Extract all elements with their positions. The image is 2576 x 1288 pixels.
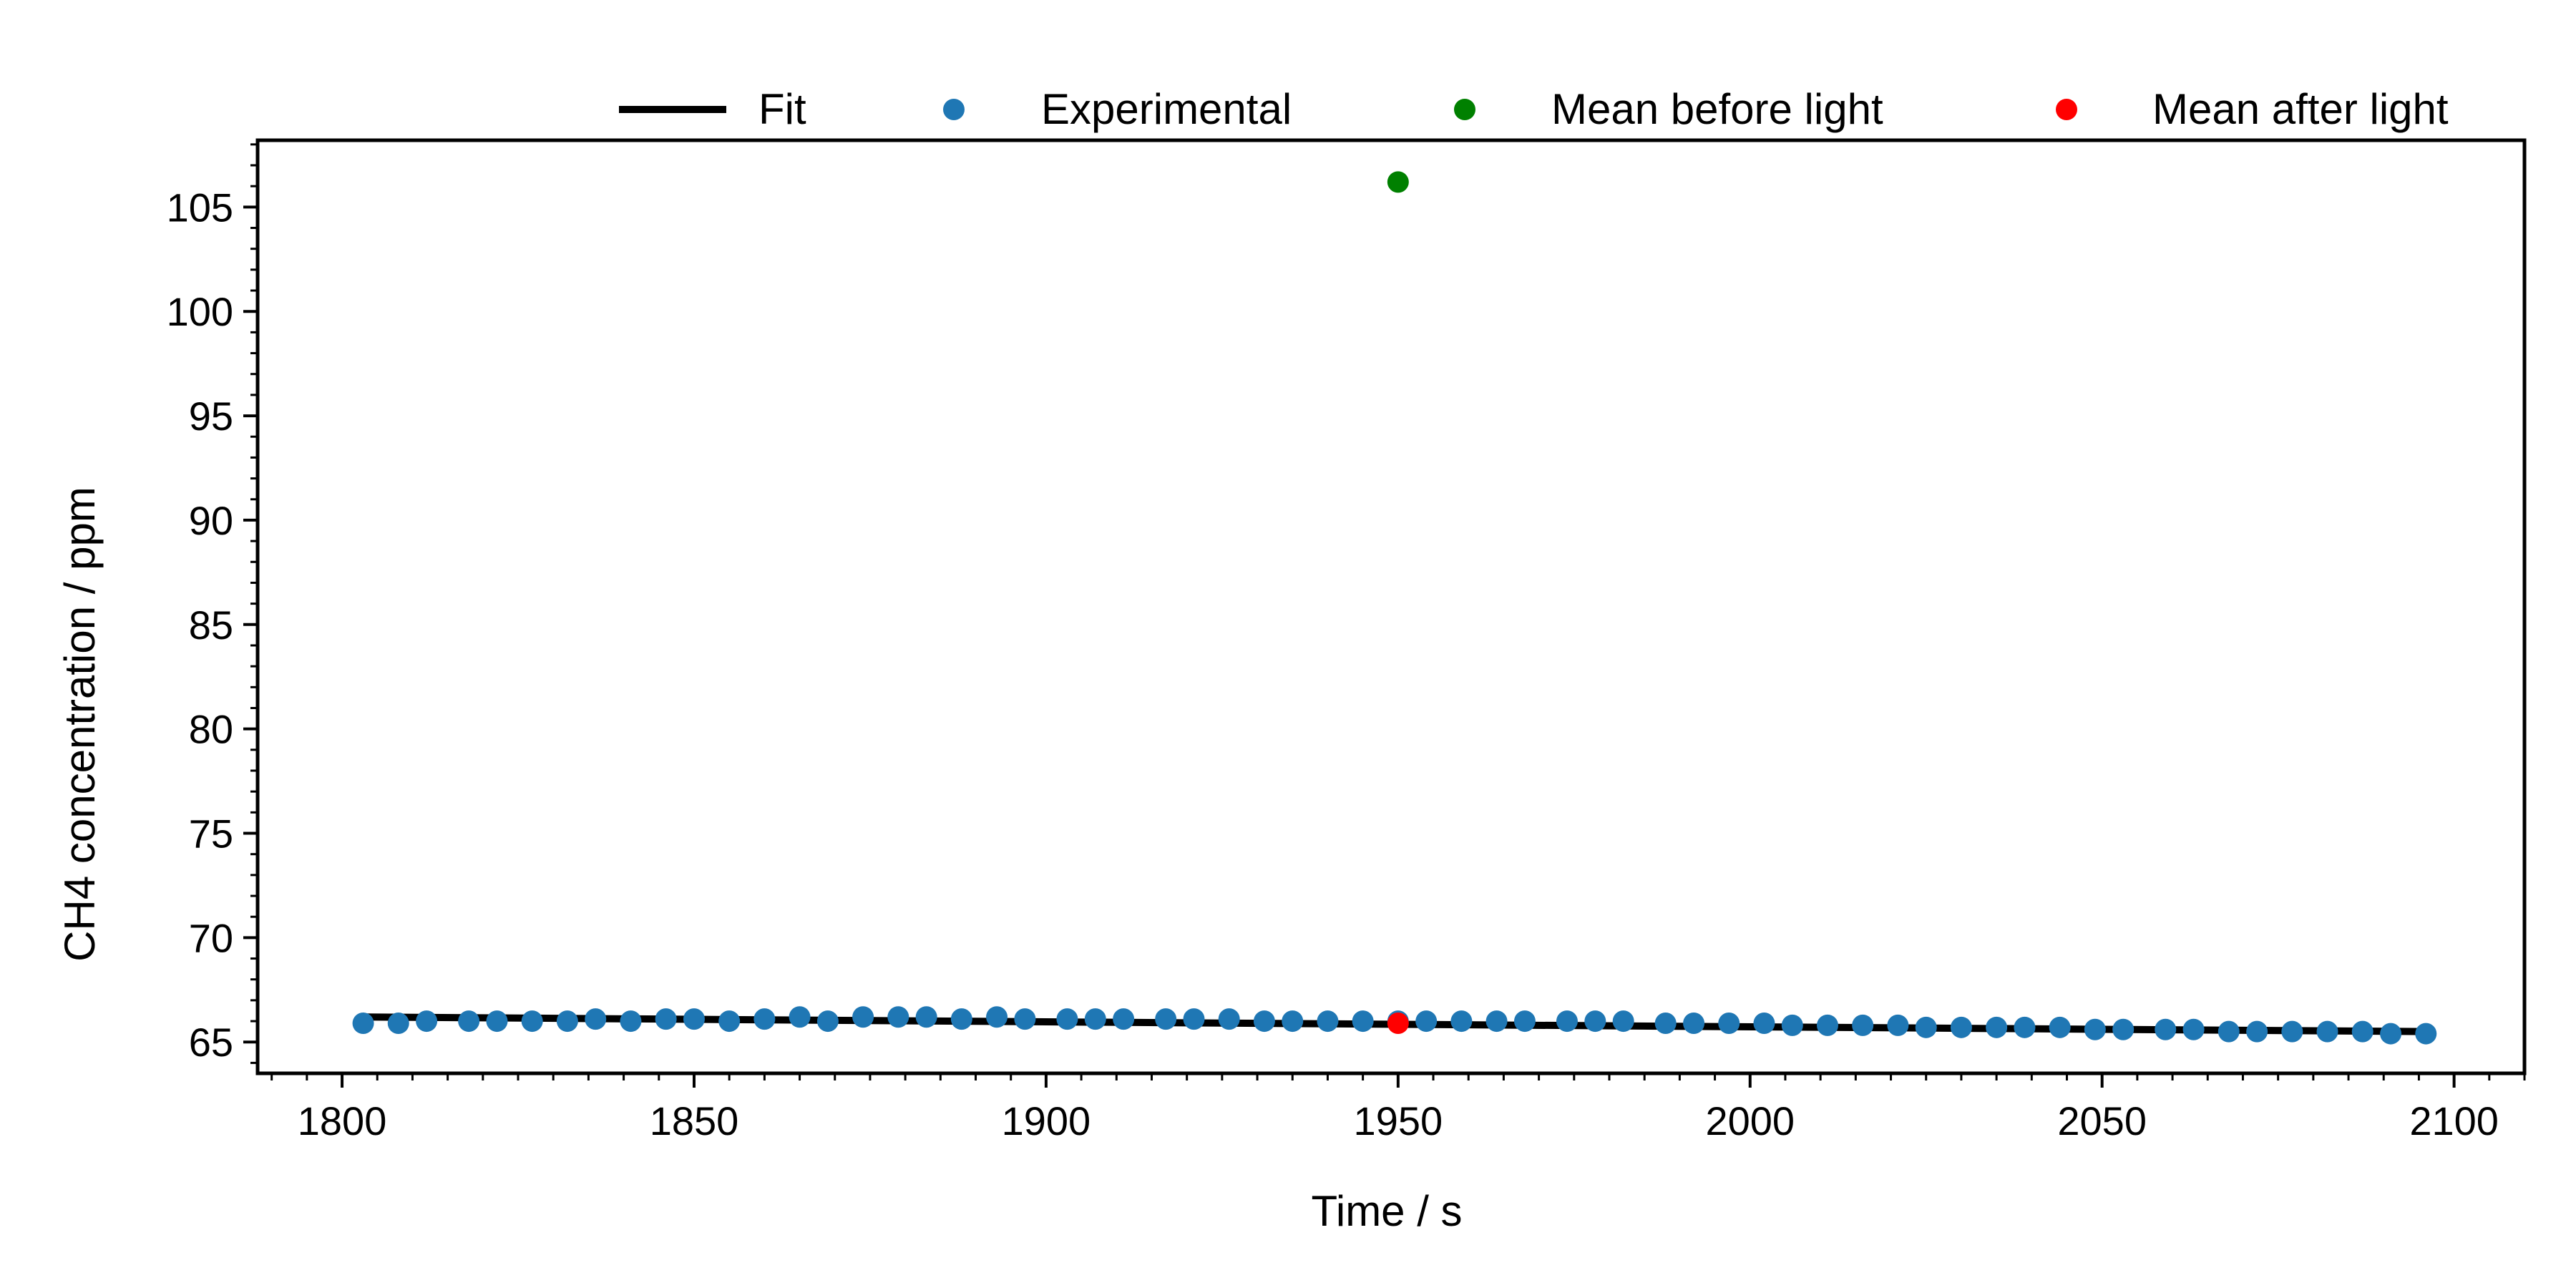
x-tick-label: 1850 [650, 1098, 739, 1143]
experimental-point [2182, 1018, 2205, 1040]
x-axis-label: Time / s [1311, 1187, 1462, 1235]
legend-experimental-label: Experimental [1041, 85, 1292, 133]
experimental-point [1014, 1008, 1036, 1030]
experimental-point [556, 1010, 578, 1033]
experimental-point [585, 1008, 607, 1030]
y-tick-label: 65 [189, 1020, 233, 1065]
experimental-point [1317, 1010, 1339, 1033]
y-tick-label: 90 [189, 498, 233, 543]
experimental-point [887, 1006, 909, 1028]
y-axis: 65 70 75 80 85 90 95 100 105 [167, 143, 258, 1065]
experimental-point [1485, 1010, 1508, 1033]
experimental-point [2351, 1020, 2373, 1043]
experimental-point [1950, 1016, 1972, 1038]
experimental-point [387, 1012, 409, 1034]
experimental-point [458, 1010, 480, 1033]
experimental-point [789, 1006, 811, 1028]
experimental-point [2218, 1020, 2240, 1043]
experimental-point [1612, 1010, 1634, 1033]
y-tick-label: 70 [189, 915, 233, 960]
experimental-point [1852, 1014, 1874, 1036]
experimental-point [915, 1006, 937, 1028]
experimental-point [2014, 1016, 2036, 1038]
x-tick-label: 1950 [1354, 1098, 1443, 1143]
experimental-point [2415, 1023, 2437, 1045]
experimental-point [1683, 1012, 1705, 1034]
y-tick-label: 95 [189, 394, 233, 439]
experimental-point [2316, 1020, 2338, 1043]
experimental-point [1986, 1016, 2008, 1038]
experimental-point [1183, 1008, 1205, 1030]
experimental-point [2049, 1016, 2071, 1038]
plot-area [255, 138, 2527, 1075]
experimental-point [1753, 1012, 1775, 1034]
experimental-point [1556, 1010, 1578, 1033]
experimental-point [1352, 1010, 1374, 1033]
y-tick-label: 85 [189, 602, 233, 648]
experimental-point [852, 1006, 874, 1028]
experimental-point [816, 1010, 839, 1033]
legend-mean_after-label: Mean after light [2152, 85, 2449, 133]
experimental-point [1816, 1014, 1838, 1036]
experimental-point [986, 1006, 1008, 1028]
legend-mean_before-label: Mean before light [1551, 85, 1883, 133]
experimental-point [1113, 1008, 1135, 1030]
x-tick-label: 1900 [1002, 1098, 1091, 1143]
experimental-point [2246, 1020, 2268, 1043]
experimental-point [352, 1012, 374, 1034]
legend-fit-label: Fit [758, 85, 806, 133]
experimental-point [2155, 1018, 2177, 1040]
experimental-point [1282, 1010, 1304, 1033]
experimental-point [1155, 1008, 1177, 1030]
experimental-point [2084, 1018, 2106, 1040]
experimental-point [486, 1010, 508, 1033]
experimental-point [1084, 1008, 1106, 1030]
experimental-point [655, 1008, 677, 1030]
experimental-point [416, 1010, 438, 1033]
experimental-point [950, 1008, 972, 1030]
legend-mean_before-swatch [1454, 99, 1475, 120]
experimental-point [1218, 1008, 1240, 1030]
experimental-point [1253, 1010, 1275, 1033]
experimental-point [1654, 1012, 1677, 1034]
y-tick-label: 100 [167, 289, 233, 334]
experimental-point [753, 1008, 776, 1030]
y-tick-label: 80 [189, 707, 233, 752]
legend-experimental-swatch [943, 99, 965, 120]
experimental-point [1056, 1008, 1078, 1030]
experimental-point [1450, 1010, 1473, 1033]
experimental-point [2281, 1020, 2303, 1043]
x-axis: 1800 1850 1900 1950 2000 2050 2100 [270, 1073, 2526, 1143]
x-tick-label: 2000 [1705, 1098, 1795, 1143]
experimental-point [1781, 1014, 1803, 1036]
experimental-point [1584, 1010, 1606, 1033]
experimental-point [1415, 1010, 1438, 1033]
y-axis-label: CH4 concentration / ppm [56, 487, 104, 962]
mean-after-light-point [1387, 1012, 1409, 1034]
x-tick-label: 2100 [2409, 1098, 2499, 1143]
experimental-point [1513, 1010, 1536, 1033]
legend: Fit Experimental Mean before light Mean aft… [619, 85, 2449, 133]
experimental-point [683, 1008, 705, 1030]
plot-frame [255, 138, 2527, 1075]
x-tick-label: 2050 [2057, 1098, 2147, 1143]
x-tick-label: 1800 [298, 1098, 387, 1143]
experimental-point [2380, 1023, 2402, 1045]
experimental-point [2112, 1018, 2135, 1040]
experimental-point [1718, 1012, 1740, 1034]
legend-mean_after-swatch [2056, 99, 2077, 120]
experimental-point [1915, 1016, 1937, 1038]
mean-before-light-point [1387, 171, 1409, 193]
y-tick-label: 75 [189, 811, 233, 857]
experimental-point [1887, 1014, 1909, 1036]
experimental-point [718, 1010, 741, 1033]
experimental-point [620, 1010, 642, 1033]
experimental-point [521, 1010, 543, 1033]
y-tick-label: 105 [167, 185, 233, 230]
